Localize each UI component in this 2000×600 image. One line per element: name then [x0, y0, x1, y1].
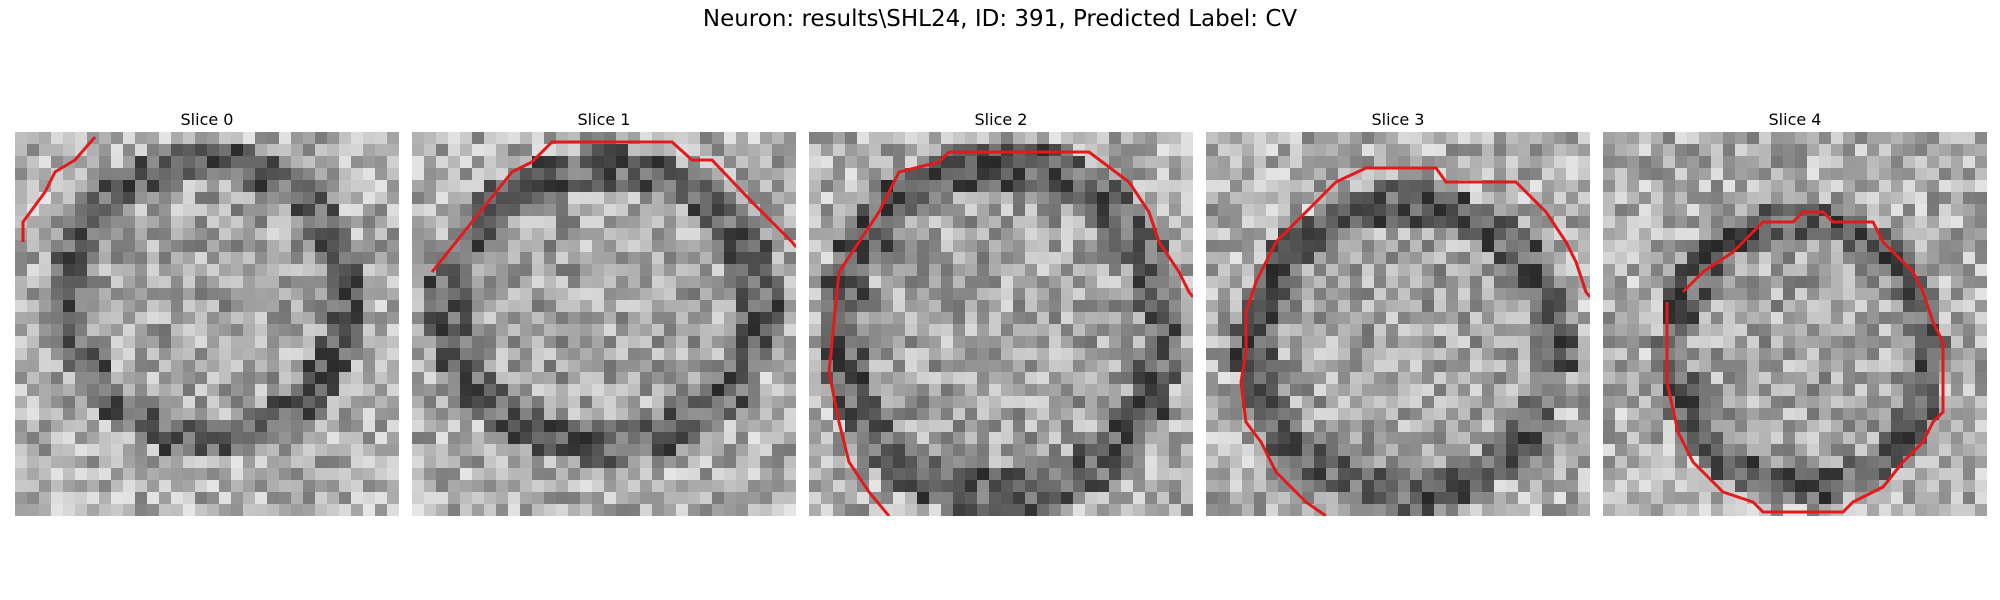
slice-image-1	[412, 132, 796, 516]
slice-image-3	[1206, 132, 1590, 516]
slice-title-2: Slice 2	[809, 108, 1193, 132]
slice-panel-1: Slice 1	[412, 108, 796, 516]
slice-image-0	[15, 132, 399, 516]
slice-panel-4: Slice 4	[1603, 108, 1987, 516]
slice-panel-3: Slice 3	[1206, 108, 1590, 516]
slice-image-2	[809, 132, 1193, 516]
slice-panel-0: Slice 0	[15, 108, 399, 516]
figure-title: Neuron: results\SHL24, ID: 391, Predicte…	[0, 6, 2000, 32]
slice-title-4: Slice 4	[1603, 108, 1987, 132]
slice-title-0: Slice 0	[15, 108, 399, 132]
slice-title-1: Slice 1	[412, 108, 796, 132]
slice-title-3: Slice 3	[1206, 108, 1590, 132]
slice-image-4	[1603, 132, 1987, 516]
slice-panel-2: Slice 2	[809, 108, 1193, 516]
